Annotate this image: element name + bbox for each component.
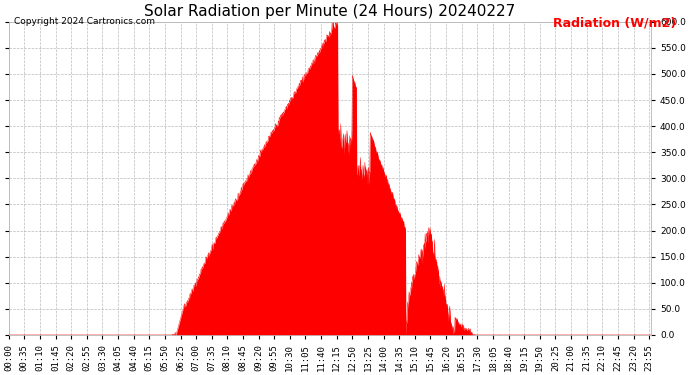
Title: Solar Radiation per Minute (24 Hours) 20240227: Solar Radiation per Minute (24 Hours) 20…: [144, 4, 515, 19]
Text: Copyright 2024 Cartronics.com: Copyright 2024 Cartronics.com: [14, 17, 155, 26]
Text: Radiation (W/m2): Radiation (W/m2): [553, 17, 676, 30]
